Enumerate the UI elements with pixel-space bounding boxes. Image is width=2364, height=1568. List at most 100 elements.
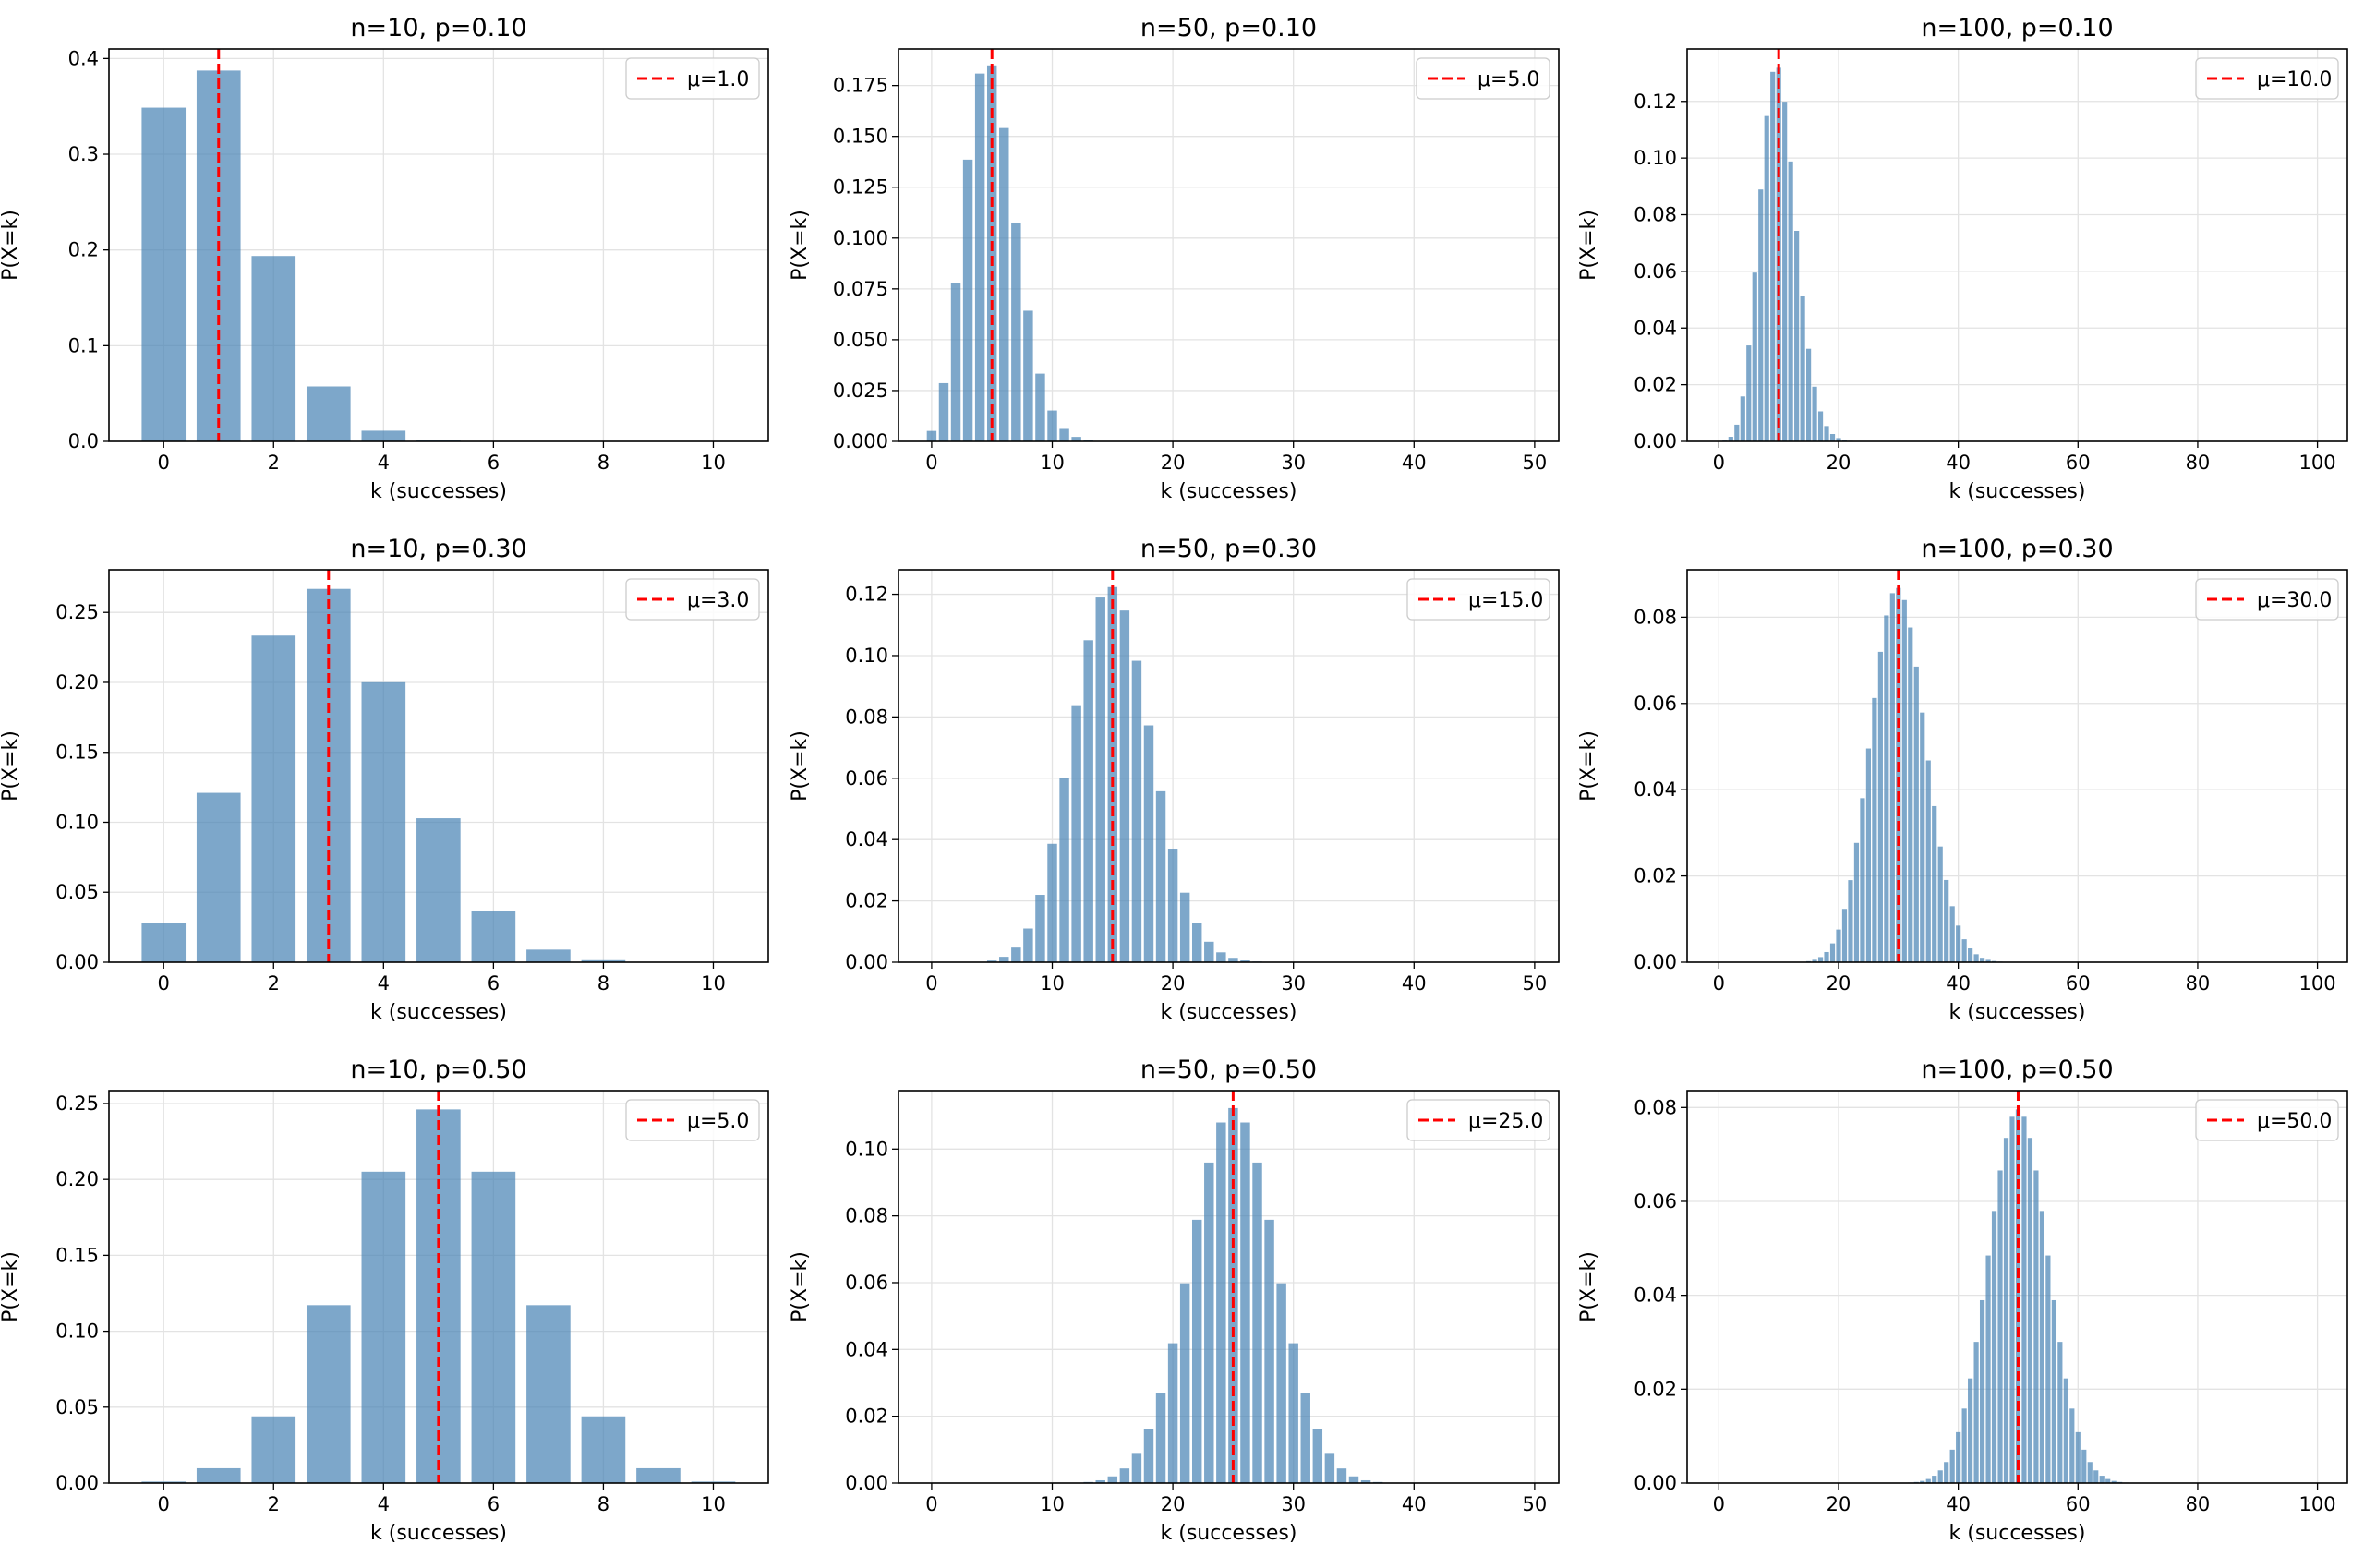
legend-box [1406, 1099, 1550, 1141]
bar-k44 [1979, 1299, 1985, 1483]
bar-k17 [1131, 660, 1142, 962]
bar-k25 [1865, 748, 1872, 962]
bar-k33 [1324, 1453, 1335, 1483]
y-axis-label: P(X=k) [1577, 1251, 1600, 1322]
bar-k11 [1059, 428, 1069, 441]
bar-k18 [1824, 951, 1829, 962]
axes-frame [898, 1090, 1560, 1484]
bar-k1 [196, 1467, 241, 1483]
bar-k0 [141, 923, 187, 962]
legend-box [625, 1099, 760, 1141]
y-tick-label: 0.06 [1634, 693, 1677, 715]
x-tick-label: 4 [378, 972, 390, 995]
y-tick-label: 0.12 [1634, 90, 1677, 113]
bar-k47 [1997, 1170, 2003, 1483]
bar-k6 [471, 1171, 516, 1483]
bar-k18 [1143, 1429, 1154, 1483]
x-axis-label: k (successes) [1949, 480, 2086, 503]
bar-k29 [1889, 593, 1895, 962]
y-tick-label: 0.10 [845, 645, 888, 667]
bar-k8 [581, 959, 626, 962]
bar-k46 [1991, 1211, 1997, 1483]
bar-k35 [1925, 760, 1931, 962]
bar-k7 [1011, 222, 1021, 441]
x-tick-label: 0 [925, 1493, 937, 1515]
bar-k6 [999, 127, 1009, 442]
bar-k3 [306, 386, 351, 441]
bar-k45 [1985, 1255, 1991, 1483]
legend-box [2195, 57, 2339, 100]
x-tick-label: 50 [1523, 1493, 1548, 1515]
bar-k19 [1155, 790, 1166, 962]
x-tick-label: 0 [158, 972, 170, 995]
y-tick-label: 0.06 [1634, 1190, 1677, 1212]
bar-k60 [2075, 1431, 2081, 1483]
x-tick-label: 0 [158, 1493, 170, 1515]
bar-k0 [926, 430, 937, 441]
bar-k8 [1023, 310, 1033, 441]
subplot-title: n=50, p=0.10 [1140, 14, 1317, 42]
bar-k26 [1240, 960, 1250, 962]
bar-k27 [1877, 651, 1883, 962]
bar-k8 [1023, 928, 1033, 962]
bar-k16 [1119, 610, 1130, 962]
y-tick-label: 0.000 [833, 430, 888, 452]
y-axis-label: P(X=k) [789, 1251, 812, 1322]
legend-label: μ=25.0 [1468, 1110, 1543, 1133]
x-axis-label: k (successes) [370, 1522, 507, 1545]
bar-k25 [1228, 1107, 1238, 1483]
y-tick-label: 0.02 [845, 890, 888, 912]
x-tick-label: 2 [268, 972, 280, 995]
bar-k13 [1083, 640, 1093, 962]
legend-label: μ=5.0 [1478, 68, 1539, 91]
bar-k6 [1752, 272, 1757, 441]
bar-k31 [1300, 1393, 1310, 1483]
y-axis-label: P(X=k) [0, 730, 22, 802]
x-tick-label: 80 [2186, 972, 2211, 995]
bar-k3 [962, 159, 973, 441]
y-tick-label: 0.3 [68, 143, 99, 165]
y-tick-label: 0.025 [833, 380, 888, 402]
x-tick-label: 50 [1523, 452, 1548, 474]
x-tick-label: 0 [1713, 1493, 1725, 1515]
y-tick-label: 0.20 [55, 671, 99, 694]
bar-k18 [1143, 725, 1154, 962]
bar-k36 [1932, 805, 1937, 962]
subplot-2: 0 10 20 30 40 50 0.000 0.025 0.050 0.075 0.100 0.12… [789, 14, 1560, 503]
axes-frame [898, 569, 1560, 963]
bar-k37 [1937, 846, 1943, 962]
bar-k6 [471, 911, 516, 962]
bar-k14 [1095, 1479, 1105, 1483]
bar-k30 [1288, 1343, 1298, 1483]
legend: μ=25.0 [1406, 1099, 1550, 1141]
axes-frame [108, 48, 769, 442]
x-tick-label: 50 [1523, 972, 1548, 995]
bar-k65 [2105, 1478, 2111, 1483]
y-tick-label: 0.20 [55, 1168, 99, 1190]
bar-k64 [2099, 1476, 2105, 1483]
bar-k12 [1071, 705, 1081, 962]
x-tick-label: 100 [2299, 1493, 2336, 1515]
x-tick-label: 6 [488, 972, 500, 995]
bar-k5 [986, 960, 997, 962]
bar-k2 [1728, 437, 1733, 441]
x-tick-label: 80 [2186, 1493, 2211, 1515]
legend: μ=3.0 [625, 578, 760, 621]
y-axis-label: P(X=k) [0, 1251, 22, 1322]
y-tick-label: 0.25 [55, 601, 99, 623]
subplot-9: 0 20 40 60 80 100 0.00 0.02 0.04 0.06 0.08 n=100, p… [1577, 1055, 2348, 1545]
x-tick-label: 40 [1946, 452, 1971, 474]
x-tick-label: 2 [268, 452, 280, 474]
x-tick-label: 20 [1161, 972, 1186, 995]
subplot-title: n=10, p=0.10 [350, 14, 526, 42]
x-tick-label: 10 [701, 972, 726, 995]
bar-k43 [1973, 1342, 1979, 1483]
bar-k16 [1812, 959, 1817, 962]
bar-k39 [1949, 906, 1955, 962]
bar-k54 [2039, 1211, 2044, 1483]
y-tick-label: 0.125 [833, 176, 888, 199]
bar-k14 [1800, 296, 1805, 441]
legend-box [1406, 578, 1550, 621]
bar-k35 [1925, 1478, 1931, 1483]
legend: μ=50.0 [2195, 1099, 2339, 1141]
